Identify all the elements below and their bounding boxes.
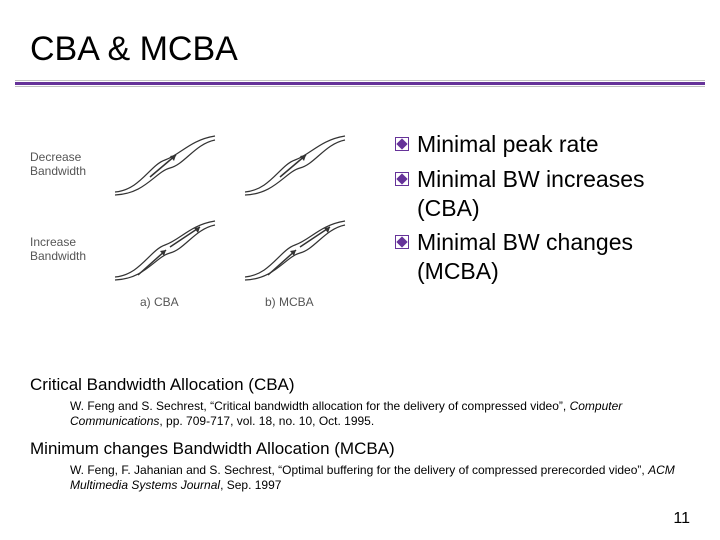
- diamond-bullet-icon: [395, 172, 409, 191]
- ref-heading: Minimum changes Bandwidth Allocation (MC…: [30, 439, 690, 459]
- list-item: Minimal peak rate: [395, 130, 695, 159]
- list-item: Minimal BW changes (MCBA): [395, 228, 695, 286]
- slide-title: CBA & MCBA: [30, 30, 238, 69]
- caption-cba: a) CBA: [140, 295, 179, 309]
- references: Critical Bandwidth Allocation (CBA) W. F…: [30, 375, 690, 503]
- diamond-bullet-icon: [395, 137, 409, 156]
- ref-heading: Critical Bandwidth Allocation (CBA): [30, 375, 690, 395]
- panel-cba-increase: [110, 215, 220, 285]
- list-item: Minimal BW increases (CBA): [395, 165, 695, 223]
- ref-text-after: , Sep. 1997: [220, 478, 281, 492]
- ref-text-before: W. Feng and S. Sechrest, “Critical bandw…: [70, 399, 570, 413]
- bullet-text: Minimal peak rate: [417, 130, 599, 159]
- ref-text-after: , pp. 709-717, vol. 18, no. 10, Oct. 199…: [159, 414, 374, 428]
- diagram: DecreaseBandwidth IncreaseBandwidth: [30, 130, 370, 330]
- ref-citation: W. Feng, F. Jahanian and S. Sechrest, “O…: [70, 463, 690, 493]
- row-label-decrease: DecreaseBandwidth: [30, 150, 100, 179]
- bullet-text: Minimal BW changes (MCBA): [417, 228, 695, 286]
- panel-mcba-decrease: [240, 130, 350, 200]
- panel-mcba-increase: [240, 215, 350, 285]
- ref-text-before: W. Feng, F. Jahanian and S. Sechrest, “O…: [70, 463, 648, 477]
- page-number: 11: [673, 510, 690, 528]
- diamond-bullet-icon: [395, 235, 409, 254]
- row-label-increase: IncreaseBandwidth: [30, 235, 100, 264]
- caption-mcba: b) MCBA: [265, 295, 314, 309]
- bullet-list: Minimal peak rate Minimal BW increases (…: [395, 130, 695, 292]
- ref-citation: W. Feng and S. Sechrest, “Critical bandw…: [70, 399, 690, 429]
- bullet-text: Minimal BW increases (CBA): [417, 165, 695, 223]
- title-underline: [0, 80, 720, 88]
- panel-cba-decrease: [110, 130, 220, 200]
